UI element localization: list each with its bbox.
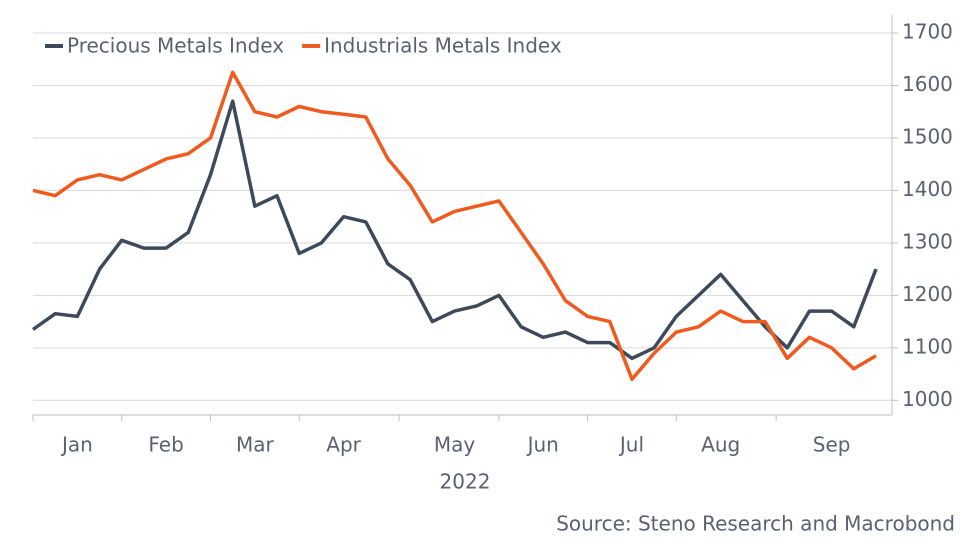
x-tick-label: Apr — [326, 433, 361, 457]
x-tick-label: Feb — [148, 433, 183, 457]
x-tick-label: Mar — [236, 433, 275, 457]
y-tick-label: 1100 — [902, 334, 953, 358]
x-axis-label: 2022 — [440, 470, 491, 494]
x-tick-label: Jun — [526, 433, 559, 457]
legend-label: Precious Metals Index — [67, 34, 284, 58]
series-line — [32, 70, 877, 382]
x-tick-label: Aug — [701, 433, 740, 457]
y-tick-label: 1500 — [902, 124, 953, 148]
y-tick-label: 1200 — [902, 282, 953, 306]
series-line — [31, 99, 878, 361]
source-note: Source: Steno Research and Macrobond — [556, 512, 955, 536]
x-tick-label: Sep — [813, 433, 851, 457]
y-tick-label: 1300 — [902, 229, 953, 253]
x-tick-label: Jan — [60, 433, 93, 457]
x-tick-label: Jul — [618, 433, 644, 457]
y-tick-label: 1000 — [902, 387, 953, 411]
y-tick-label: 1700 — [902, 20, 953, 44]
y-tick-label: 1400 — [902, 177, 953, 201]
y-tick-label: 1600 — [902, 72, 953, 96]
x-tick-label: May — [434, 433, 476, 457]
legend-label: Industrials Metals Index — [324, 34, 562, 58]
